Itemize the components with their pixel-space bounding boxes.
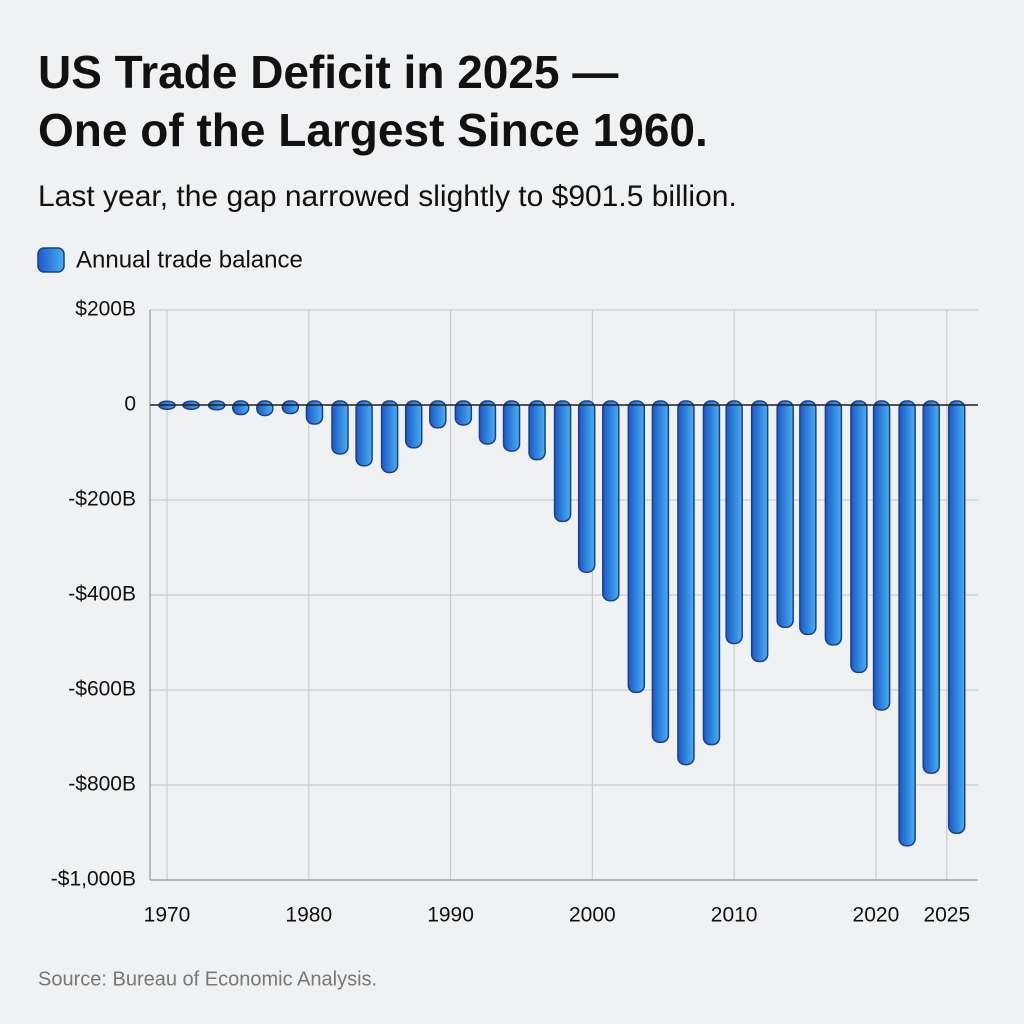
bar (331, 400, 349, 455)
bar (922, 400, 940, 774)
bar (502, 400, 521, 452)
bar (947, 400, 966, 834)
x-tick-label: 2025 (923, 904, 970, 927)
bar (850, 400, 868, 674)
x-tick-label: 2020 (853, 904, 900, 927)
x-tick-label: 1970 (144, 904, 191, 927)
bar (454, 400, 473, 426)
bar (256, 400, 274, 417)
y-tick-label: -$200B (68, 488, 136, 511)
bar (824, 400, 843, 646)
bar (429, 400, 447, 429)
y-tick-label: -$1,000B (51, 868, 136, 891)
x-tick-label: 2010 (711, 904, 758, 927)
x-tick-label: 1980 (285, 904, 332, 927)
source: Source: Bureau of Economic Analysis. (38, 968, 377, 990)
x-tick-label: 2000 (569, 904, 616, 927)
bar (627, 400, 646, 694)
y-tick-label: -$600B (68, 678, 136, 701)
bar (231, 400, 250, 416)
bar (404, 400, 423, 449)
bar (478, 400, 497, 445)
bar (872, 400, 891, 711)
bar (380, 400, 399, 474)
bar (281, 400, 300, 415)
y-tick-label: -$800B (68, 773, 136, 796)
y-tick-label: $200B (75, 298, 136, 321)
bar (799, 400, 817, 636)
bar (305, 400, 324, 425)
bar (553, 400, 572, 523)
x-tick-label: 1990 (427, 904, 474, 927)
chart-title: US Trade Deficit in 2025 — (38, 46, 618, 98)
bar (528, 400, 546, 461)
bar (702, 400, 721, 746)
bar (750, 400, 769, 663)
bar (651, 400, 670, 743)
y-tick-label: -$400B (68, 583, 136, 606)
bar (725, 400, 743, 645)
legend-label: Annual trade balance (76, 246, 303, 273)
bar (355, 400, 373, 467)
bar (776, 400, 794, 629)
bar (677, 400, 695, 766)
bar (898, 400, 916, 847)
chart-subtitle: Last year, the gap narrowed slightly to … (38, 180, 737, 213)
bar (577, 400, 596, 573)
y-tick-label: 0 (124, 393, 136, 416)
chart-title: One of the Largest Since 1960. (38, 104, 708, 156)
legend-swatch (37, 247, 65, 273)
bar (602, 400, 620, 602)
